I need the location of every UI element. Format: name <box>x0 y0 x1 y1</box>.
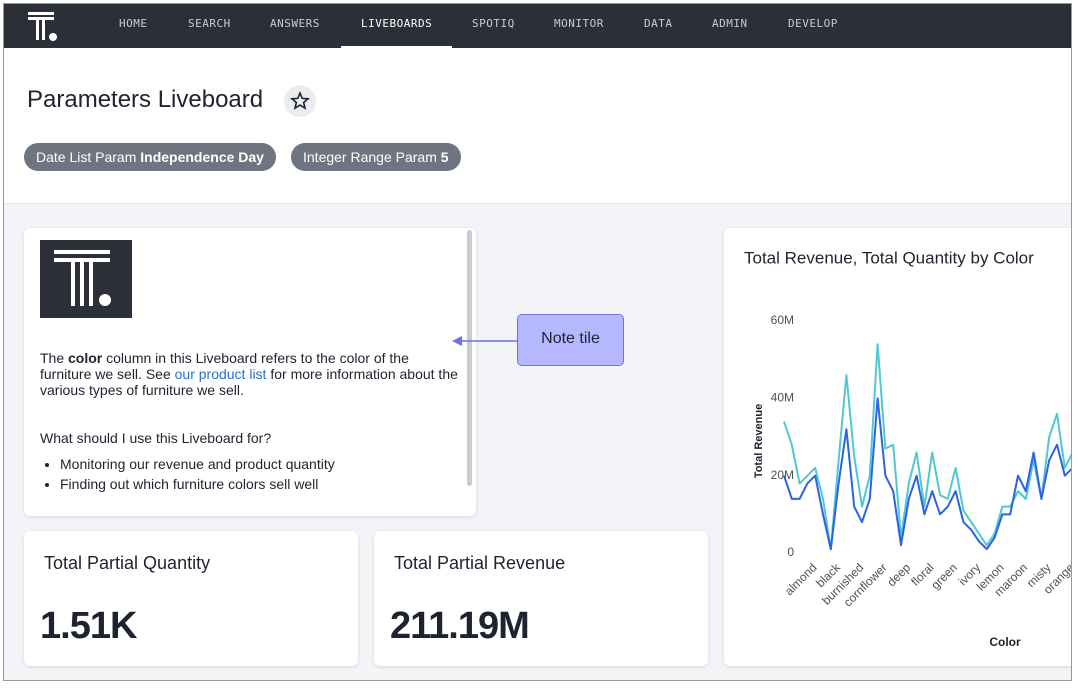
kpi-title: Total Partial Revenue <box>394 553 566 573</box>
kpi-value: 1.51K <box>40 605 137 647</box>
nav-item[interactable]: LIVEBOARDS <box>341 4 453 48</box>
text: The <box>40 350 65 366</box>
favorite-button[interactable] <box>284 85 316 117</box>
page-title: Parameters Liveboard <box>27 86 264 113</box>
filter-name: Integer Range Param <box>303 149 437 165</box>
nav-item[interactable]: HOME <box>119 17 148 30</box>
note-question: What should I use this Liveboard for? <box>40 430 272 446</box>
bullet-list: Monitoring our revenue and product quant… <box>40 456 460 496</box>
nav-item[interactable]: SPOTIQ <box>472 17 515 30</box>
scrollbar[interactable] <box>467 230 472 486</box>
y-axis-label: Total Revenue <box>753 404 765 478</box>
chart: Total Revenue, Total Quantity by Color T… <box>744 248 1071 649</box>
filter-chip[interactable]: Integer Range Param 5 <box>291 143 461 171</box>
series-line <box>783 343 1071 551</box>
y-tick-label: 0 <box>787 545 794 559</box>
kpi-value: 211.19M <box>390 605 530 647</box>
nav-item[interactable]: DEVELOP <box>788 17 838 30</box>
filter-value: Independence Day <box>140 149 264 165</box>
series-line <box>783 397 1071 551</box>
filter-chip[interactable]: Date List Param Independence Day <box>24 143 276 171</box>
nav-item[interactable]: ANSWERS <box>270 17 320 30</box>
bullet-item: Finding out which furniture colors sell … <box>60 476 460 492</box>
chart-title: Total Revenue, Total Quantity by Color <box>744 248 1034 267</box>
logo <box>28 12 57 41</box>
y-tick-label: 20M <box>771 468 794 482</box>
callout-arrow <box>452 336 518 346</box>
x-tick-label: deep <box>884 560 913 589</box>
y-tick-label: 60M <box>771 313 794 327</box>
kpi-tile: Total Partial Quantity 1.51K <box>24 531 358 666</box>
kpi-tile: Total Partial Revenue 211.19M <box>374 531 708 666</box>
nav-item[interactable]: MONITOR <box>554 17 604 30</box>
nav-item[interactable]: SEARCH <box>188 17 231 30</box>
bold-text: color <box>68 350 103 366</box>
x-tick-label: green <box>928 560 960 592</box>
app-window: HOME SEARCH ANSWERS LIVEBOARDS SPOTIQ MONITOR… <box>3 3 1072 681</box>
text: for more information about the various t… <box>40 366 458 398</box>
callout: Note tile <box>517 314 624 366</box>
nav-item[interactable]: ADMIN <box>712 17 748 30</box>
top-nav: HOME SEARCH ANSWERS LIVEBOARDS SPOTIQ MONITOR… <box>4 4 1071 48</box>
nav-item[interactable]: DATA <box>644 17 673 30</box>
note-tile: The color column in this Liveboard refer… <box>24 228 476 516</box>
kpi-title: Total Partial Quantity <box>44 553 211 573</box>
note-image <box>40 240 132 318</box>
x-axis-label: Color <box>989 635 1021 649</box>
link[interactable]: our product list <box>174 366 267 382</box>
y-tick-label: 40M <box>771 391 794 405</box>
note-paragraph: The color column in this Liveboard refer… <box>40 350 460 398</box>
chart-tile: Total Revenue, Total Quantity by Color T… <box>724 228 1071 666</box>
text: column in this Liveboard refers to the c… <box>40 350 409 382</box>
filter-value: 5 <box>440 149 449 165</box>
header: Parameters Liveboard Date List Param Ind… <box>4 48 1071 204</box>
filter-name: Date List Param <box>36 149 137 165</box>
bullet-item: Monitoring our revenue and product quant… <box>60 456 460 472</box>
